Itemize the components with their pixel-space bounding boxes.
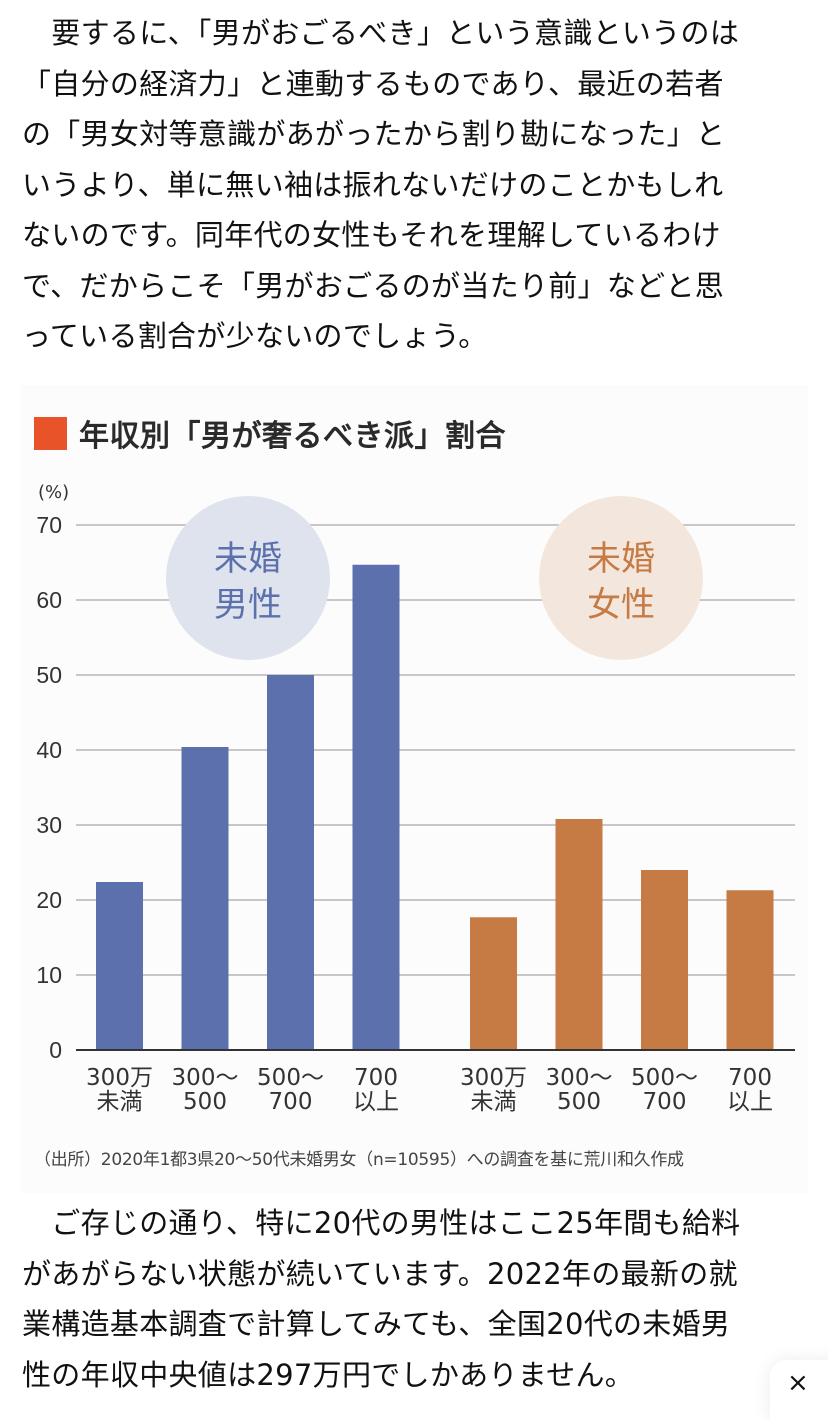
x-category-label: 700 [643,1089,687,1115]
x-category-label: 500 [183,1089,227,1115]
x-category-label: 500〜 [631,1065,698,1091]
group-badge-label: 女性 [587,585,655,625]
x-category-label: 300〜 [546,1065,613,1091]
x-category-label: 300万 [86,1065,153,1091]
y-tick-label: 70 [36,512,62,538]
x-category-label: 以上 [353,1089,399,1115]
paragraph-line: ご存じの通り、特に20代の男性はここ25年間も給料 [22,1206,741,1240]
paragraph-line: 「自分の経済力」と連動するものであり、最近の若者 [22,66,724,101]
bar-female-0 [470,917,517,1050]
x-category-label: 500〜 [257,1065,324,1091]
x-category-label: 700 [354,1065,398,1091]
article-paragraph-1: 要するに、「男がおごるべき」という意識というのは 「自分の経済力」と連動するもので… [22,8,812,362]
chart-title-text: 年収別「男が奢るべき派」割合 [79,419,506,454]
bar-female-2 [641,870,688,1050]
group-badge-label: 男性 [214,585,282,625]
bar-male-0 [96,882,143,1050]
x-category-label: 700 [269,1089,313,1115]
paragraph-line: 性の年収中央値は297万円でしかありません。 [22,1357,635,1392]
x-category-label: 300〜 [172,1065,239,1091]
x-category-label: 500 [557,1089,601,1115]
paragraph-line: があがらない状態が続いています。2022年の最新の就 [22,1256,738,1291]
bar-male-1 [181,747,229,1050]
chart-title: 年収別「男が奢るべき派」割合 [34,415,506,454]
chart-source-note: （出所）2020年1都3県20〜50代未婚男女（n=10595）への調査を基に荒… [34,1150,684,1170]
bar-female-3 [726,890,774,1050]
y-tick-label: 30 [36,812,62,838]
x-category-label: 未満 [471,1089,517,1115]
y-tick-label: 40 [36,737,62,763]
paragraph-line: 要するに、「男がおごるべき」という意識というのは [22,16,740,50]
paragraph-line: の「男女対等意識があがったから割り勘になった」と [22,117,726,151]
chart-figure: 年収別「男が奢るべき派」割合 (%) 0 10 20 30 40 50 60 70 未婚男性 未婚女… [20,385,808,1193]
group-badge-label: 未婚 [587,539,655,579]
x-category-label: 未満 [97,1089,143,1115]
x-category-label: 以上 [727,1089,773,1115]
bar-chart: (%)010203040506070未婚男性未婚女性300万未満300〜5005… [36,482,795,1115]
y-tick-label: 10 [36,962,62,988]
paragraph-line: ないのです。同年代の女性もそれを理解しているわけ [22,218,721,252]
title-square-icon [34,416,67,450]
y-tick-label: 20 [36,887,62,913]
bar-male-3 [352,564,400,1050]
y-tick-label: 60 [36,587,62,613]
x-category-label: 700 [728,1065,772,1091]
x-category-label: 300万 [460,1065,527,1091]
y-tick-label: 0 [49,1037,62,1063]
y-axis-unit-label: (%) [38,482,69,503]
y-tick-label: 50 [36,662,62,688]
group-badge-circle [539,496,703,660]
paragraph-line: で、だからこそ「男がおごるのが当たり前」などと思 [22,268,725,303]
paragraph-line: っている割合が少ないのでしょう。 [22,319,488,353]
paragraph-line: 業構造基本調査で計算してみても、全国20代の未婚男 [22,1307,731,1341]
paragraph-line: いうより、単に無い袖は振れないだけのことかもしれ [22,167,724,202]
close-icon: × [787,1368,809,1398]
group-badge-label: 未婚 [214,539,282,579]
bar-male-2 [267,675,314,1050]
article-paragraph-2: ご存じの通り、特に20代の男性はここ25年間も給料 があがらない状態が続いています… [22,1198,812,1400]
group-badge-circle [166,496,330,660]
close-button[interactable]: × [770,1360,828,1420]
bar-female-1 [555,819,603,1050]
